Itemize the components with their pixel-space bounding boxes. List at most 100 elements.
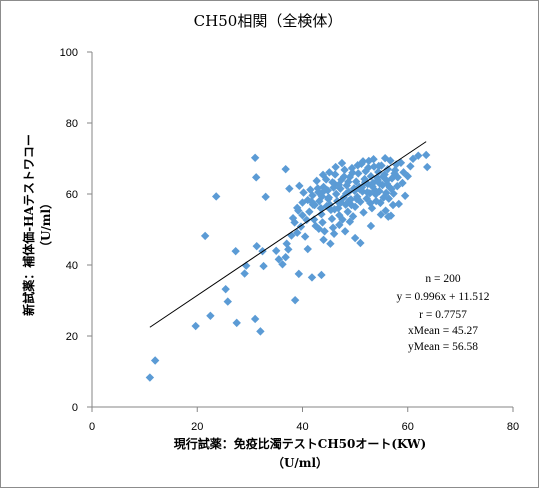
data-point <box>221 284 230 294</box>
data-point <box>363 188 372 197</box>
data-point <box>287 231 296 240</box>
data-point <box>331 189 341 199</box>
data-point <box>393 181 402 191</box>
data-point <box>298 198 307 207</box>
data-points <box>145 150 432 382</box>
data-point <box>285 184 294 193</box>
data-point <box>305 207 314 216</box>
data-point <box>408 154 418 164</box>
data-point <box>400 191 410 200</box>
data-point <box>327 214 337 224</box>
data-point <box>350 202 360 211</box>
stat-r: r = 0.7757 <box>419 309 467 321</box>
data-point <box>373 175 382 185</box>
data-point <box>381 206 390 215</box>
data-point <box>388 200 398 210</box>
data-point <box>403 172 412 181</box>
data-point <box>387 184 396 194</box>
data-point <box>335 220 344 230</box>
data-point <box>317 270 326 280</box>
data-point <box>328 178 337 187</box>
data-point <box>206 311 215 320</box>
x-tick-label: 60 <box>402 421 414 433</box>
data-point <box>337 158 347 168</box>
x-tick-label: 40 <box>296 421 308 433</box>
stat-xmean: xMean = 45.27 <box>408 325 478 337</box>
data-point <box>250 153 260 162</box>
data-point <box>223 297 232 306</box>
data-point <box>313 184 322 193</box>
data-point <box>344 177 353 187</box>
data-point <box>371 190 380 199</box>
data-point <box>378 172 388 181</box>
data-point <box>414 151 423 160</box>
x-axis-label: 現行試薬：免疫比濁テストCH50オート(KW) <box>174 436 426 451</box>
data-point <box>348 212 358 221</box>
y-tick-label: 80 <box>66 118 78 130</box>
data-point <box>366 221 376 231</box>
data-point <box>334 180 344 189</box>
data-point <box>341 189 351 198</box>
x-axis-unit: （U/ml） <box>272 455 328 470</box>
data-point <box>345 217 355 226</box>
data-point <box>232 318 241 328</box>
data-point <box>361 167 370 176</box>
data-point <box>351 177 361 186</box>
data-point <box>294 206 303 215</box>
data-point <box>294 269 304 279</box>
data-point <box>399 168 408 177</box>
data-point <box>330 205 339 214</box>
data-point <box>326 239 335 248</box>
x-tick-labels: 0 20 40 60 80 <box>89 421 519 433</box>
data-point <box>317 210 326 219</box>
data-point <box>251 173 261 182</box>
data-point <box>386 156 395 165</box>
data-point <box>356 238 365 248</box>
data-point <box>191 321 200 331</box>
data-point <box>231 246 240 256</box>
stat-equation: y = 0.996x + 11.512 <box>396 291 489 303</box>
data-point <box>343 207 352 216</box>
axes <box>87 51 514 412</box>
data-point <box>393 173 402 182</box>
data-point <box>307 197 316 206</box>
data-point <box>295 181 304 191</box>
data-point <box>314 224 324 233</box>
y-tick-label: 100 <box>60 47 78 59</box>
data-point <box>324 194 333 204</box>
data-point <box>252 241 261 251</box>
y-axis-unit: （U/ml） <box>38 197 53 253</box>
data-point <box>376 198 385 208</box>
data-point <box>423 162 432 172</box>
data-point <box>347 200 356 210</box>
stat-ymean: yMean = 56.58 <box>408 341 478 353</box>
data-point <box>359 208 368 217</box>
data-point <box>421 150 431 160</box>
data-point <box>383 179 392 189</box>
data-point <box>281 252 290 262</box>
data-point <box>406 162 415 171</box>
data-point <box>274 255 284 264</box>
data-point <box>312 176 321 186</box>
data-point <box>240 269 249 278</box>
data-point <box>303 244 312 254</box>
data-point <box>331 162 340 172</box>
data-point <box>319 235 328 244</box>
data-point <box>366 199 375 208</box>
data-point <box>284 245 293 254</box>
data-point <box>394 199 404 209</box>
data-point <box>358 157 368 166</box>
data-point <box>145 373 155 382</box>
data-point <box>354 169 363 178</box>
data-point <box>364 163 373 172</box>
data-point <box>356 197 365 207</box>
x-tick-label: 80 <box>507 421 519 433</box>
data-point <box>256 327 265 336</box>
data-point <box>357 183 367 192</box>
data-point <box>281 164 290 174</box>
data-point <box>298 211 307 220</box>
data-point <box>350 233 360 243</box>
trendline <box>149 141 427 328</box>
data-point <box>288 213 298 223</box>
